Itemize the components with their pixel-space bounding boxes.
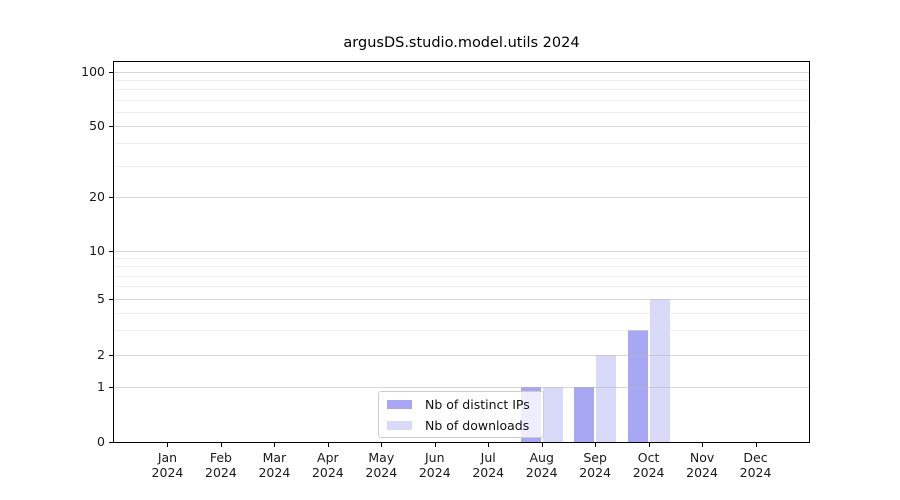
chart-title: argusDS.studio.model.utils 2024: [343, 35, 580, 51]
legend: Nb of distinct IPs Nb of downloads: [378, 391, 544, 438]
y-tick-label: 100: [81, 63, 105, 79]
bar-distinct-ips: [627, 330, 648, 442]
y-tick-mark: [109, 298, 113, 300]
y-gridline-minor: [114, 312, 809, 314]
y-gridline-minor: [114, 266, 809, 268]
y-gridline-minor: [114, 143, 809, 145]
y-tick-label: 20: [89, 189, 105, 205]
legend-item-downloads: Nb of downloads: [387, 416, 535, 434]
bar-distinct-ips: [574, 387, 595, 442]
x-tick-label: Feb 2024: [205, 450, 237, 480]
x-tick-mark: [702, 443, 704, 447]
x-tick-mark: [274, 443, 276, 447]
y-gridline-major: [114, 387, 809, 389]
x-tick-label: Jul 2024: [472, 450, 505, 480]
x-tick-mark: [541, 443, 543, 447]
x-tick-label: May 2024: [365, 450, 398, 480]
y-gridline-minor: [114, 330, 809, 332]
x-tick-label: Mar 2024: [258, 450, 291, 480]
y-tick-mark: [109, 355, 113, 357]
y-gridline-major: [114, 251, 809, 252]
x-tick-label: Apr 2024: [311, 450, 344, 480]
legend-label-downloads: Nb of downloads: [425, 417, 530, 433]
legend-swatch-downloads: [387, 420, 412, 430]
y-gridline-minor: [114, 258, 809, 260]
x-tick-mark: [327, 443, 329, 447]
y-tick-mark: [109, 387, 113, 389]
x-tick-label: Dec 2024: [739, 450, 772, 480]
y-tick-label: 1: [97, 379, 105, 395]
y-gridline-major: [114, 71, 809, 73]
x-tick-label: Jun 2024: [418, 450, 451, 480]
x-tick-label: Oct 2024: [632, 450, 665, 480]
legend-label-distinct-ips: Nb of distinct IPs: [425, 396, 530, 412]
legend-item-distinct-ips: Nb of distinct IPs: [387, 395, 535, 413]
y-tick-label: 50: [89, 117, 105, 133]
x-tick-mark: [381, 443, 383, 447]
y-tick-mark: [109, 197, 113, 199]
y-tick-mark: [109, 442, 113, 443]
x-tick-label: Nov 2024: [686, 450, 718, 480]
legend-swatch-distinct-ips: [387, 399, 412, 409]
y-gridline-minor: [114, 275, 809, 277]
x-tick-mark: [648, 443, 650, 447]
x-tick-mark: [595, 443, 597, 447]
y-gridline-minor: [114, 286, 809, 288]
y-tick-label: 10: [89, 243, 105, 258]
y-gridline-minor: [114, 99, 809, 101]
bar-downloads: [649, 298, 670, 442]
y-gridline-minor: [114, 111, 809, 113]
y-gridline-major: [114, 197, 809, 199]
y-tick-mark: [109, 71, 113, 73]
y-gridline-major: [114, 355, 809, 357]
y-tick-label: 5: [97, 290, 105, 306]
plot-area: [113, 61, 810, 443]
x-tick-mark: [220, 443, 222, 447]
y-gridline-minor: [114, 89, 809, 91]
bar-downloads: [596, 355, 617, 442]
x-tick-mark: [434, 443, 436, 447]
y-tick-mark: [109, 251, 113, 252]
bar-downloads: [542, 387, 563, 442]
y-gridline-minor: [114, 165, 809, 167]
y-tick-label: 2: [97, 347, 105, 363]
x-tick-mark: [167, 443, 169, 447]
x-tick-label: Sep 2024: [579, 450, 612, 480]
x-tick-label: Jan 2024: [151, 450, 184, 480]
y-tick-mark: [109, 125, 113, 127]
y-gridline-major: [114, 298, 809, 300]
y-gridline-minor: [114, 80, 809, 82]
y-tick-label: 0: [97, 434, 105, 449]
x-tick-mark: [488, 443, 490, 447]
x-tick-mark: [755, 443, 757, 447]
x-tick-label: Aug 2024: [525, 450, 558, 480]
y-gridline-major: [114, 125, 809, 127]
